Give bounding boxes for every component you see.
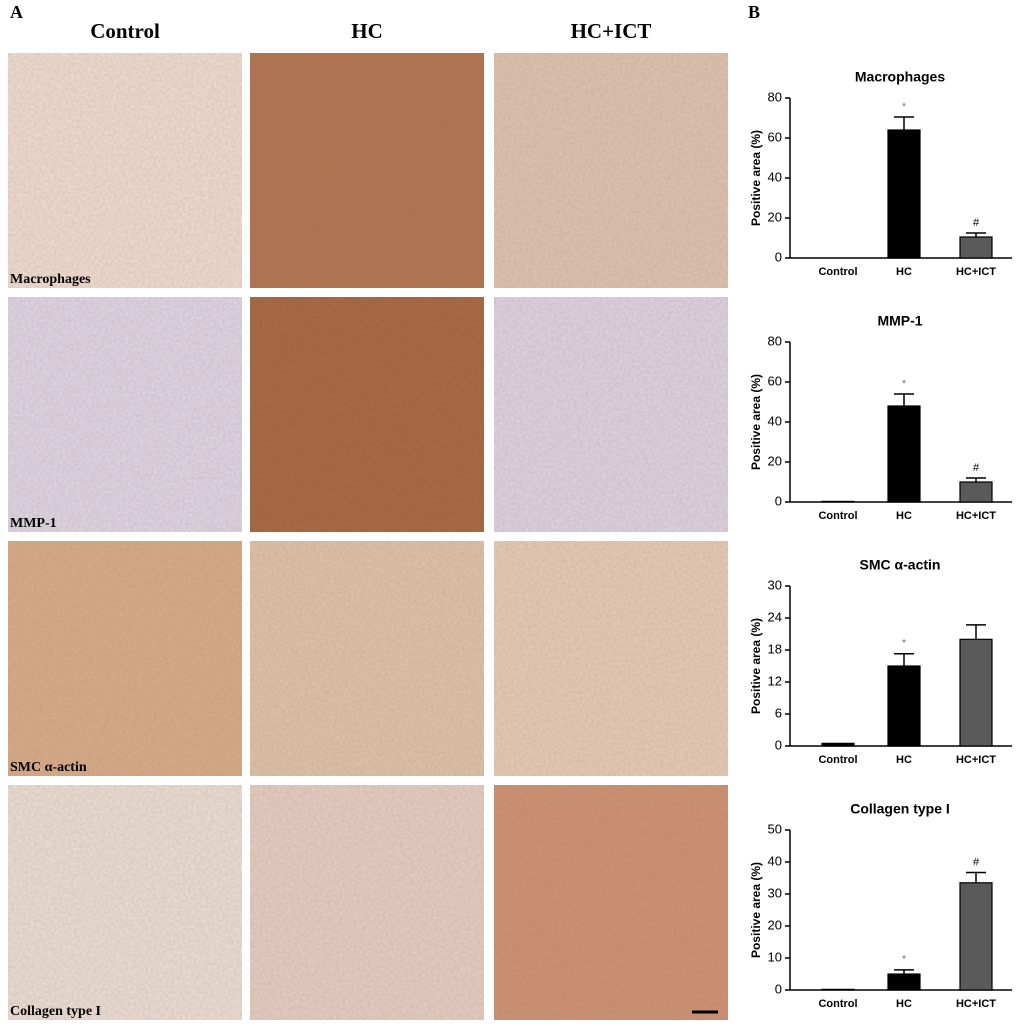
y-axis-label: Positive area (%) xyxy=(749,130,763,226)
micrograph-texture xyxy=(250,53,484,288)
bar xyxy=(821,742,855,747)
x-tick-label: Control xyxy=(818,510,857,522)
micrograph-texture xyxy=(8,297,242,532)
significance-marker: * xyxy=(902,638,907,650)
micrograph-texture xyxy=(8,785,242,1020)
chart-title: Collagen type I xyxy=(850,801,950,817)
significance-marker: * xyxy=(902,101,907,113)
row-label: Macrophages xyxy=(10,272,91,287)
row-label: MMP-1 xyxy=(10,516,57,531)
x-tick-label: HC+ICT xyxy=(956,266,996,278)
y-tick-label: 12 xyxy=(768,673,782,688)
bar xyxy=(887,665,921,747)
x-tick-label: Control xyxy=(818,266,857,278)
y-tick-label: 10 xyxy=(768,949,782,964)
x-tick-label: HC+ICT xyxy=(956,510,996,522)
bar xyxy=(887,405,921,503)
significance-marker: # xyxy=(973,462,980,474)
y-tick-label: 0 xyxy=(775,981,782,996)
column-header: HC xyxy=(351,19,383,43)
y-tick-label: 6 xyxy=(775,705,782,720)
micrograph-texture xyxy=(250,785,484,1020)
micrograph-texture xyxy=(8,53,242,288)
bar xyxy=(887,129,921,259)
y-tick-label: 60 xyxy=(768,129,782,144)
chart-title: SMC α-actin xyxy=(860,557,941,573)
x-tick-label: Control xyxy=(818,754,857,766)
significance-marker: # xyxy=(973,856,980,868)
row-label: SMC α-actin xyxy=(10,760,87,775)
micrograph-texture xyxy=(250,541,484,776)
y-tick-label: 40 xyxy=(768,413,782,428)
column-header: Control xyxy=(90,19,160,43)
y-tick-label: 20 xyxy=(768,209,782,224)
y-tick-label: 30 xyxy=(768,885,782,900)
y-tick-label: 80 xyxy=(768,89,782,104)
y-tick-label: 50 xyxy=(768,821,782,836)
y-tick-label: 60 xyxy=(768,373,782,388)
micrograph-texture xyxy=(494,541,728,776)
y-tick-label: 0 xyxy=(775,249,782,264)
bar xyxy=(821,500,855,503)
panel-label: A xyxy=(10,2,23,22)
micrograph-texture xyxy=(250,297,484,532)
y-tick-label: 20 xyxy=(768,917,782,932)
bar xyxy=(959,481,993,503)
micrograph-texture xyxy=(8,541,242,776)
panel-label: B xyxy=(748,2,760,22)
x-tick-label: HC+ICT xyxy=(956,754,996,766)
x-tick-label: HC+ICT xyxy=(956,998,996,1010)
bar xyxy=(959,882,993,991)
significance-marker: # xyxy=(973,217,980,229)
bar xyxy=(959,638,993,747)
y-tick-label: 18 xyxy=(768,641,782,656)
y-tick-label: 20 xyxy=(768,453,782,468)
column-header: HC+ICT xyxy=(571,19,652,43)
y-axis-label: Positive area (%) xyxy=(749,374,763,470)
x-tick-label: Control xyxy=(818,998,857,1010)
significance-marker: * xyxy=(902,378,907,390)
chart-title: MMP-1 xyxy=(877,313,922,329)
significance-marker: * xyxy=(902,954,907,966)
y-tick-label: 80 xyxy=(768,333,782,348)
y-tick-label: 40 xyxy=(768,169,782,184)
y-tick-label: 0 xyxy=(775,737,782,752)
micrograph-texture xyxy=(494,297,728,532)
x-tick-label: HC xyxy=(896,510,912,522)
row-label: Collagen type I xyxy=(10,1004,101,1019)
y-axis-label: Positive area (%) xyxy=(749,862,763,958)
micrograph-texture xyxy=(494,785,728,1020)
y-tick-label: 40 xyxy=(768,853,782,868)
x-tick-label: HC xyxy=(896,754,912,766)
x-tick-label: HC xyxy=(896,998,912,1010)
y-tick-label: 24 xyxy=(768,609,782,624)
x-tick-label: HC xyxy=(896,266,912,278)
bar xyxy=(821,988,855,991)
y-tick-label: 0 xyxy=(775,493,782,508)
y-tick-label: 30 xyxy=(768,577,782,592)
y-axis-label: Positive area (%) xyxy=(749,618,763,714)
bar xyxy=(959,236,993,259)
micrograph-texture xyxy=(494,53,728,288)
chart-title: Macrophages xyxy=(855,69,945,85)
bar xyxy=(887,973,921,991)
